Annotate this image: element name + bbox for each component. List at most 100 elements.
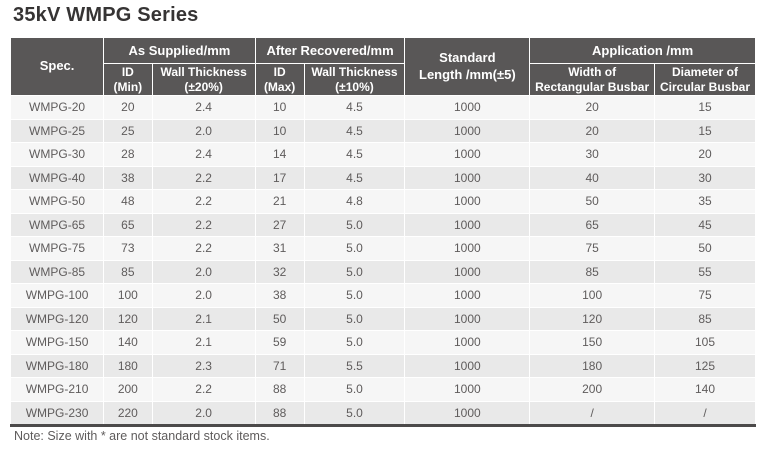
spec-cell: WMPG-85 xyxy=(9,259,105,284)
value-cell: 220 xyxy=(103,400,153,427)
table-row: WMPG-210 200 2.2 88 5.0 1000 200 140 xyxy=(9,377,756,402)
spec-table: Spec. As Supplied/mm After Recovered/mm … xyxy=(9,37,756,427)
value-cell: 50 xyxy=(529,189,656,214)
header-id-min-line2: (Min) xyxy=(113,79,143,94)
value-cell: 1000 xyxy=(404,212,531,237)
value-cell: / xyxy=(529,400,656,427)
page-title: 35kV WMPG Series xyxy=(13,4,199,26)
value-cell: 1000 xyxy=(404,306,531,331)
header-application: Application /mm xyxy=(529,37,756,64)
spec-cell: WMPG-65 xyxy=(9,212,105,237)
value-cell: 59 xyxy=(254,330,305,355)
spec-cell: WMPG-75 xyxy=(9,236,105,261)
value-cell: 48 xyxy=(103,189,153,214)
table-row: WMPG-85 85 2.0 32 5.0 1000 85 55 xyxy=(9,259,756,284)
value-cell: 20 xyxy=(529,95,656,120)
value-cell: 2.2 xyxy=(151,236,256,261)
spec-cell: WMPG-25 xyxy=(9,118,105,143)
value-cell: 2.2 xyxy=(151,212,256,237)
value-cell: 1000 xyxy=(404,377,531,402)
table-row: WMPG-25 25 2.0 10 4.5 1000 20 15 xyxy=(9,118,756,143)
header-standard-length-line1: Standard xyxy=(439,50,496,66)
value-cell: 38 xyxy=(103,165,153,190)
value-cell: 14 xyxy=(254,142,305,167)
value-cell: 1000 xyxy=(404,236,531,261)
value-cell: 2.4 xyxy=(151,142,256,167)
value-cell: 21 xyxy=(254,189,305,214)
value-cell: 2.1 xyxy=(151,330,256,355)
value-cell: 4.5 xyxy=(303,142,406,167)
value-cell: 2.0 xyxy=(151,283,256,308)
table-header: Spec. As Supplied/mm After Recovered/mm … xyxy=(9,37,756,96)
value-cell: 75 xyxy=(529,236,656,261)
value-cell: 120 xyxy=(103,306,153,331)
note-text: Note: Size with * are not standard stock… xyxy=(14,429,270,443)
value-cell: 180 xyxy=(529,353,656,378)
value-cell: 2.4 xyxy=(151,95,256,120)
value-cell: 200 xyxy=(103,377,153,402)
table-row: WMPG-75 73 2.2 31 5.0 1000 75 50 xyxy=(9,236,756,261)
header-width-rectangular-busbar: Width of Rectangular Busbar xyxy=(529,63,656,96)
value-cell: 4.8 xyxy=(303,189,406,214)
header-wall-thickness-20: Wall Thickness (±20%) xyxy=(151,63,256,96)
table-body: WMPG-20 20 2.4 10 4.5 1000 20 15 WMPG-25 25 2.0 10 4… xyxy=(9,95,756,427)
value-cell: 2.0 xyxy=(151,118,256,143)
table-row: WMPG-65 65 2.2 27 5.0 1000 65 45 xyxy=(9,212,756,237)
spec-cell: WMPG-120 xyxy=(9,306,105,331)
table-row: WMPG-40 38 2.2 17 4.5 1000 40 30 xyxy=(9,165,756,190)
value-cell: 50 xyxy=(654,236,756,261)
value-cell: 15 xyxy=(654,95,756,120)
header-standard-length: Standard Length /mm(±5) xyxy=(404,37,531,96)
value-cell: 1000 xyxy=(404,353,531,378)
header-standard-length-line2: Length /mm(±5) xyxy=(419,66,516,82)
value-cell: 120 xyxy=(529,306,656,331)
value-cell: 85 xyxy=(103,259,153,284)
value-cell: 40 xyxy=(529,165,656,190)
value-cell: 31 xyxy=(254,236,305,261)
value-cell: 1000 xyxy=(404,142,531,167)
value-cell: 4.5 xyxy=(303,118,406,143)
value-cell: 71 xyxy=(254,353,305,378)
value-cell: 105 xyxy=(654,330,756,355)
value-cell: 50 xyxy=(254,306,305,331)
value-cell: 88 xyxy=(254,377,305,402)
header-after-recovered: After Recovered/mm xyxy=(254,37,406,64)
value-cell: 140 xyxy=(654,377,756,402)
value-cell: 100 xyxy=(103,283,153,308)
value-cell: 5.0 xyxy=(303,283,406,308)
value-cell: 35 xyxy=(654,189,756,214)
spec-cell: WMPG-40 xyxy=(9,165,105,190)
value-cell: 2.3 xyxy=(151,353,256,378)
value-cell: 88 xyxy=(254,400,305,427)
value-cell: 1000 xyxy=(404,330,531,355)
value-cell: 17 xyxy=(254,165,305,190)
value-cell: 1000 xyxy=(404,400,531,427)
header-id-min: ID (Min) xyxy=(103,63,153,96)
value-cell: 4.5 xyxy=(303,165,406,190)
header-wall-thickness-10: Wall Thickness (±10%) xyxy=(303,63,406,96)
value-cell: 38 xyxy=(254,283,305,308)
value-cell: / xyxy=(654,400,756,427)
table-row: WMPG-20 20 2.4 10 4.5 1000 20 15 xyxy=(9,95,756,120)
header-id-max: ID (Max) xyxy=(254,63,305,96)
value-cell: 5.0 xyxy=(303,212,406,237)
spec-cell: WMPG-20 xyxy=(9,95,105,120)
value-cell: 55 xyxy=(654,259,756,284)
value-cell: 100 xyxy=(529,283,656,308)
header-wall-thickness-10-line1: Wall Thickness xyxy=(311,65,398,80)
header-sub-row: ID (Min) Wall Thickness (±20%) ID (Max) … xyxy=(11,63,756,96)
value-cell: 2.1 xyxy=(151,306,256,331)
value-cell: 85 xyxy=(529,259,656,284)
table-row: WMPG-50 48 2.2 21 4.8 1000 50 35 xyxy=(9,189,756,214)
value-cell: 28 xyxy=(103,142,153,167)
value-cell: 5.0 xyxy=(303,306,406,331)
table-row: WMPG-230 220 2.0 88 5.0 1000// xyxy=(9,400,756,427)
header-diameter-circular-busbar: Diameter of Circular Busbar xyxy=(654,63,756,96)
value-cell: 1000 xyxy=(404,283,531,308)
table-row: WMPG-30 28 2.4 14 4.5 1000 30 20 xyxy=(9,142,756,167)
value-cell: 15 xyxy=(654,118,756,143)
value-cell: 1000 xyxy=(404,259,531,284)
value-cell: 2.0 xyxy=(151,259,256,284)
value-cell: 125 xyxy=(654,353,756,378)
